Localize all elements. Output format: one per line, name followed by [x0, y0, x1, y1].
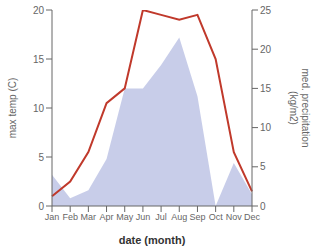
svg-text:20: 20	[260, 44, 272, 55]
svg-text:Apr: Apr	[100, 212, 114, 222]
svg-text:med. precipitation(kg/m2): med. precipitation(kg/m2)	[288, 69, 310, 148]
svg-text:0: 0	[38, 201, 44, 212]
svg-text:Nov: Nov	[226, 212, 243, 222]
svg-text:15: 15	[33, 54, 45, 65]
svg-text:Mar: Mar	[81, 212, 97, 222]
svg-text:Oct: Oct	[209, 212, 224, 222]
svg-text:15: 15	[260, 83, 272, 94]
svg-text:25: 25	[260, 5, 272, 16]
svg-text:Aug: Aug	[171, 212, 187, 222]
svg-text:Jan: Jan	[45, 212, 60, 222]
svg-text:0: 0	[260, 201, 266, 212]
svg-text:5: 5	[38, 152, 44, 163]
svg-text:Dec: Dec	[244, 212, 261, 222]
svg-text:May: May	[116, 212, 134, 222]
svg-text:Sep: Sep	[189, 212, 205, 222]
svg-text:5: 5	[260, 161, 266, 172]
svg-text:Jul: Jul	[155, 212, 167, 222]
svg-text:Jun: Jun	[136, 212, 151, 222]
svg-text:20: 20	[33, 5, 45, 16]
svg-text:10: 10	[260, 122, 272, 133]
svg-text:date (month): date (month)	[119, 234, 186, 246]
svg-text:Feb: Feb	[62, 212, 78, 222]
svg-text:10: 10	[33, 103, 45, 114]
svg-text:max temp (C): max temp (C)	[8, 78, 18, 139]
